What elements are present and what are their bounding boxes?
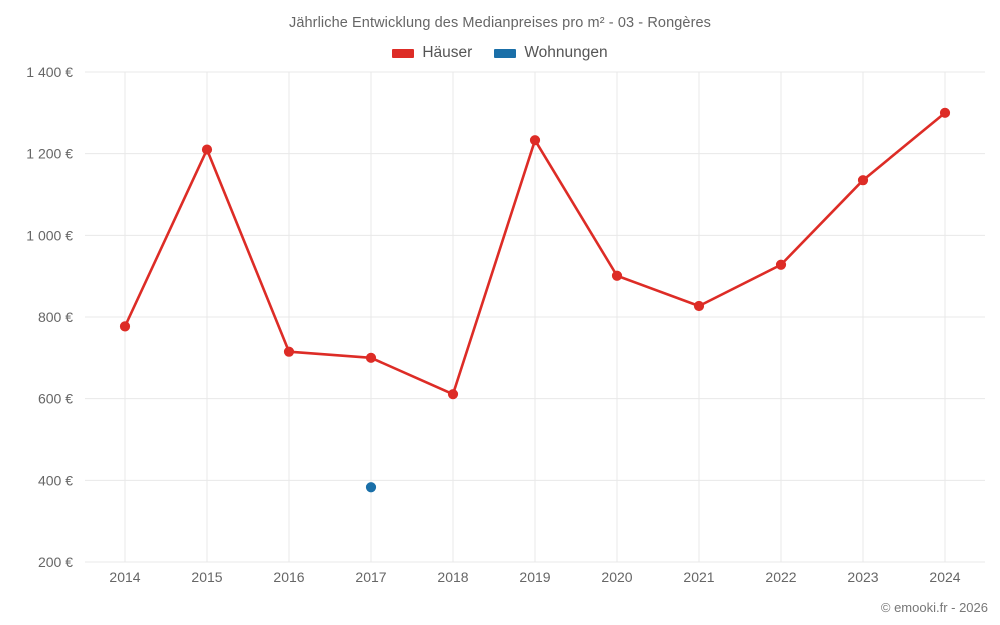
x-axis-tick-label: 2020 <box>601 569 632 585</box>
x-axis-tick-label: 2017 <box>355 569 386 585</box>
chart-title: Jährliche Entwicklung des Medianpreises … <box>288 15 712 31</box>
x-axis-tick-label: 2015 <box>191 569 222 585</box>
y-axis-tick-label: 1 000 € <box>26 227 73 243</box>
legend-item-wohnungen[interactable]: Wohnungen <box>494 44 608 62</box>
legend-label-wohnungen: Wohnungen <box>524 44 608 61</box>
data-point-häuser[interactable] <box>693 300 705 312</box>
x-axis-tick-label: 2019 <box>519 569 550 585</box>
x-axis-tick-label: 2014 <box>109 569 140 585</box>
data-point-häuser[interactable] <box>201 144 213 155</box>
data-point-häuser[interactable] <box>857 175 869 186</box>
x-axis-tick-label: 2018 <box>437 569 468 585</box>
data-point-häuser[interactable] <box>283 346 295 357</box>
legend-label-haeuser: Häuser <box>422 44 473 61</box>
y-axis-tick-label: 1 200 € <box>26 146 73 162</box>
data-point-häuser[interactable] <box>365 352 377 363</box>
y-axis-tick-label: 400 € <box>38 472 73 488</box>
x-axis-tick-label: 2022 <box>765 569 796 585</box>
chart-legend: Häuser Wohnungen <box>0 44 1000 62</box>
copyright-credit: © emooki.fr - 2026 <box>880 600 988 615</box>
data-point-häuser[interactable] <box>775 259 787 270</box>
x-axis-tick-label: 2016 <box>273 569 304 585</box>
x-axis-tick-label: 2024 <box>929 569 960 585</box>
data-point-häuser[interactable] <box>119 321 131 332</box>
y-axis-tick-label: 600 € <box>38 391 73 407</box>
x-axis-tick-label: 2023 <box>847 569 878 585</box>
x-axis-tick-label: 2021 <box>683 569 714 585</box>
data-point-häuser[interactable] <box>939 107 951 118</box>
y-axis-tick-label: 200 € <box>38 554 73 570</box>
y-axis-tick-label: 800 € <box>38 309 73 325</box>
y-axis-tick-label: 1 400 € <box>26 64 73 80</box>
data-point-häuser[interactable] <box>447 389 459 400</box>
data-point-häuser[interactable] <box>611 270 623 281</box>
legend-swatch-wohnungen <box>494 48 517 58</box>
data-point-wohnungen[interactable] <box>365 482 377 493</box>
legend-item-haeuser[interactable]: Häuser <box>392 44 472 62</box>
legend-swatch-haeuser <box>392 48 415 58</box>
data-point-häuser[interactable] <box>529 135 541 146</box>
